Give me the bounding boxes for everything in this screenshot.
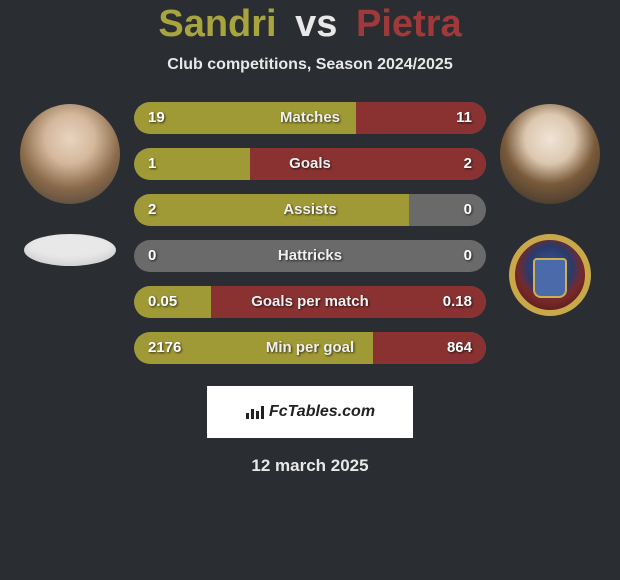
right-column [500, 102, 600, 316]
chart-icon [245, 404, 265, 420]
stat-value-right: 2 [464, 155, 472, 172]
stat-value-left: 1 [148, 155, 156, 172]
stat-value-right: 0 [464, 201, 472, 218]
page-title: Sandri vs Pietra [158, 4, 461, 46]
brand-text: FcTables.com [269, 403, 375, 421]
stat-bar: 0 Hattricks 0 [134, 240, 486, 272]
title-player2: Pietra [356, 3, 462, 45]
stat-bar: 2176 Min per goal 864 [134, 332, 486, 364]
player2-club-badge [509, 234, 591, 316]
stat-value-right: 864 [447, 339, 472, 356]
left-column [20, 102, 120, 266]
date-text: 12 march 2025 [251, 456, 368, 476]
stats-area: 19Matches111Goals22Assists00Hattricks00.… [0, 102, 620, 364]
stat-bars: 19Matches111Goals22Assists00Hattricks00.… [134, 102, 486, 364]
bar-fill-left [134, 194, 409, 226]
stat-value-right: 0 [464, 247, 472, 264]
title-vs: vs [295, 3, 337, 45]
stat-label: Goals per match [251, 293, 369, 310]
stat-bar: 0.05 Goals per match 0.18 [134, 286, 486, 318]
stat-bar: 19 Matches 11 [134, 102, 486, 134]
stat-bar: 1 Goals 2 [134, 148, 486, 180]
stat-value-left: 0.05 [148, 293, 177, 310]
player2-avatar [500, 104, 600, 204]
stat-label: Hattricks [278, 247, 342, 264]
stat-value-left: 0 [148, 247, 156, 264]
stat-value-left: 2 [148, 201, 156, 218]
fctables-logo: FcTables.com [245, 403, 375, 421]
stat-label: Goals [289, 155, 331, 172]
stat-value-right: 11 [456, 109, 472, 126]
player1-avatar [20, 104, 120, 204]
stat-value-left: 2176 [148, 339, 181, 356]
subtitle: Club competitions, Season 2024/2025 [167, 56, 452, 74]
stat-bar: 2 Assists 0 [134, 194, 486, 226]
brand-footer[interactable]: FcTables.com [207, 386, 413, 438]
stat-value-right: 0.18 [443, 293, 472, 310]
comparison-infographic: Sandri vs Pietra Club competitions, Seas… [0, 0, 620, 580]
player1-club-badge [24, 234, 116, 266]
stat-label: Matches [280, 109, 340, 126]
stat-label: Min per goal [266, 339, 354, 356]
stat-value-left: 19 [148, 109, 165, 126]
stat-label: Assists [283, 201, 336, 218]
title-player1: Sandri [158, 3, 276, 45]
bar-fill-right [250, 148, 486, 180]
